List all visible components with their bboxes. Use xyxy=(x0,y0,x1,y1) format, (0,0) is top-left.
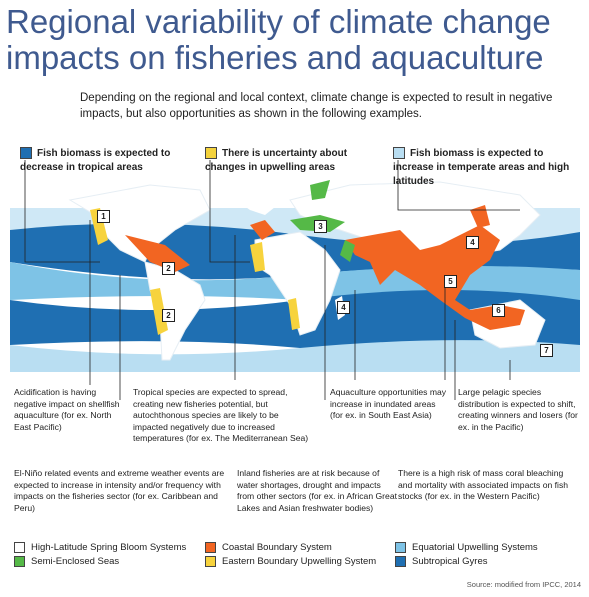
marker-2-caribbean: 2 xyxy=(162,262,175,275)
key-decrease: Fish biomass is expected to decrease in … xyxy=(20,147,171,173)
yellow-swatch xyxy=(205,147,217,160)
legend-item-equatorial: Equatorial Upwelling Systems xyxy=(395,542,538,554)
canary-upwelling xyxy=(250,242,265,272)
key-uncertain: There is uncertainty about changes in up… xyxy=(205,147,348,173)
california-upwelling xyxy=(90,208,108,245)
legend-swatch xyxy=(205,556,216,567)
legend-item-high-latitude: High-Latitude Spring Bloom Systems xyxy=(14,542,186,554)
legend-swatch xyxy=(205,542,216,553)
leader-key-1 xyxy=(24,160,100,263)
annotation-inland: Inland fisheries are at risk because of … xyxy=(237,468,397,513)
annotation-elnino: El-Niño related events and extreme weath… xyxy=(14,468,225,513)
japan-coastal xyxy=(470,205,490,228)
marker-4-asia: 4 xyxy=(466,236,479,249)
marker-1: 1 xyxy=(97,210,110,223)
africa xyxy=(254,231,341,336)
marker-7: 7 xyxy=(540,344,553,357)
leader-lines xyxy=(24,160,520,400)
gulf-coastal xyxy=(250,220,275,240)
legend-swatch xyxy=(14,556,25,567)
legend-item-coastal: Coastal Boundary System xyxy=(205,542,332,554)
benguela-upwelling xyxy=(288,298,300,330)
marker-5: 5 xyxy=(444,275,457,288)
legend-item-semi-enclosed: Semi-Enclosed Seas xyxy=(14,556,119,568)
asia-coastal xyxy=(345,225,525,330)
legend-item-eastern-boundary: Eastern Boundary Upwelling System xyxy=(205,556,376,568)
red-sea xyxy=(340,240,355,262)
annotation-pelagic: Large pelagic species distribution is ex… xyxy=(458,387,578,432)
legend-swatch xyxy=(14,542,25,553)
world-map xyxy=(10,160,580,400)
marker-2-peru: 2 xyxy=(162,309,175,322)
humboldt-upwelling xyxy=(150,288,168,335)
leader-key-3 xyxy=(397,160,520,211)
marker-4-africa: 4 xyxy=(337,301,350,314)
lightblue-swatch xyxy=(393,147,405,160)
key-increase: Fish biomass is expected to increase in … xyxy=(393,147,570,187)
annotation-coral: There is a high risk of mass coral bleac… xyxy=(398,468,569,501)
legend-swatch xyxy=(395,542,406,553)
page-title: Regional variability of climate change i… xyxy=(6,3,551,76)
blue-swatch xyxy=(20,147,32,160)
marker-3: 3 xyxy=(314,220,327,233)
intro-text: Depending on the regional and local cont… xyxy=(80,92,553,120)
annotation-acidification: Acidification is having negative impact … xyxy=(14,387,120,432)
legend-item-subtropical: Subtropical Gyres xyxy=(395,556,488,568)
annotation-aquaculture: Aquaculture opportunities may increase i… xyxy=(330,387,447,420)
annotation-tropical: Tropical species are expected to spread,… xyxy=(133,387,309,443)
southern-band xyxy=(10,340,580,372)
legend-swatch xyxy=(395,556,406,567)
leader-key-2 xyxy=(209,160,250,263)
marker-6: 6 xyxy=(492,304,505,317)
greenland xyxy=(215,183,290,215)
legend: High-Latitude Spring Bloom Systems Coast… xyxy=(10,538,580,574)
baltic xyxy=(310,180,330,200)
source-credit: Source: modified from IPCC, 2014 xyxy=(466,580,581,589)
